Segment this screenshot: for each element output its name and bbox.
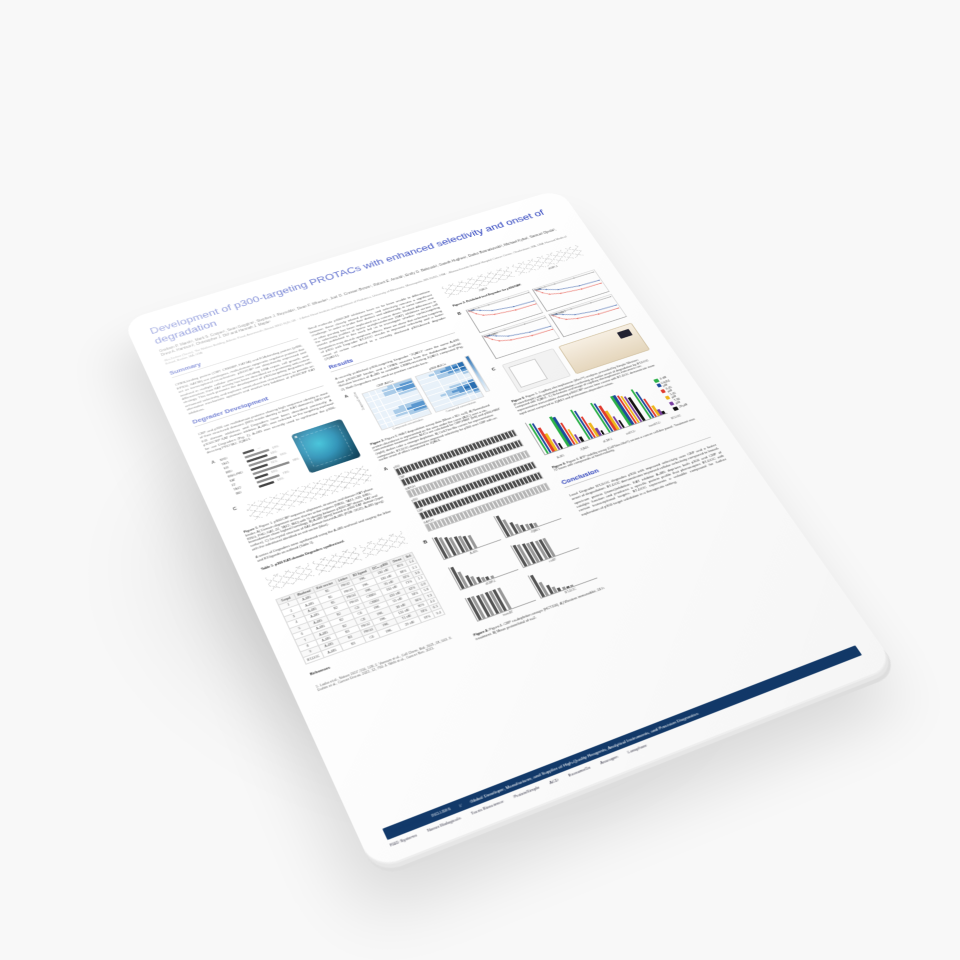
panel-letter-c2: C	[491, 367, 496, 372]
references-label: References	[309, 666, 330, 676]
panel-letter-b2: B	[423, 540, 429, 546]
panel-letter-b3: B	[457, 312, 462, 317]
brand-sub: INCLUDES	[431, 807, 451, 818]
panel-letter-a: A	[211, 460, 218, 466]
panel-letter-a2: A	[344, 394, 349, 399]
panel-letter-b: B	[294, 435, 298, 439]
